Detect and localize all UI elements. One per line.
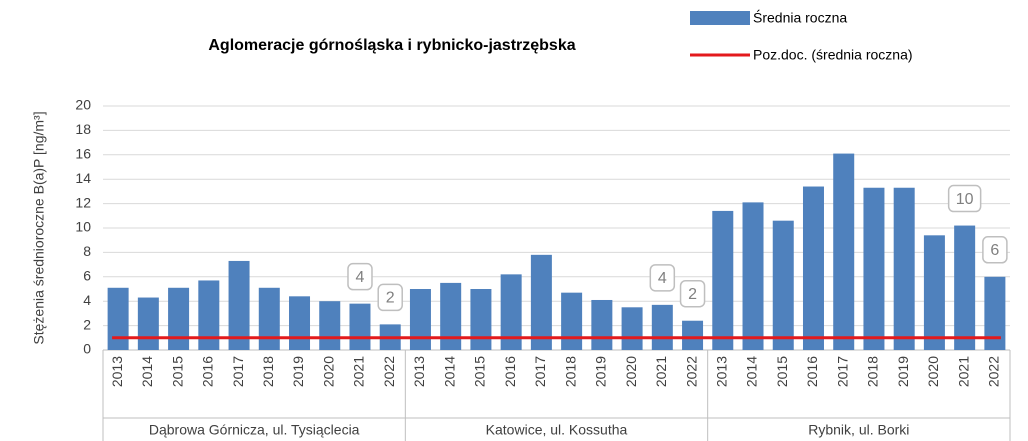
- data-label: 2: [386, 290, 395, 307]
- data-label: 6: [990, 242, 999, 259]
- x-tick-label: 2021: [653, 356, 669, 387]
- x-tick-label: 2019: [895, 356, 911, 387]
- bar: [349, 303, 371, 350]
- x-tick-label: 2016: [200, 356, 216, 387]
- bar: [319, 301, 341, 350]
- x-tick-label: 2014: [441, 356, 457, 387]
- x-tick-label: 2016: [804, 356, 820, 387]
- x-tick-label: 2015: [774, 356, 790, 387]
- x-tick-label: 2014: [744, 356, 760, 387]
- group-label: Rybnik, ul. Borki: [808, 422, 909, 438]
- x-tick-label: 2013: [411, 356, 427, 387]
- y-tick-label: 2: [83, 316, 91, 332]
- y-tick-label: 14: [75, 170, 91, 186]
- bar: [137, 297, 159, 350]
- x-tick-label: 2017: [834, 356, 850, 387]
- x-tick-label: 2018: [260, 356, 276, 387]
- group-label: Dąbrowa Górnicza, ul. Tysiąclecia: [149, 422, 360, 438]
- bar: [802, 186, 824, 350]
- bar: [289, 296, 311, 350]
- bar: [228, 260, 250, 350]
- x-tick-label: 2021: [351, 356, 367, 387]
- bar: [893, 187, 915, 350]
- x-tick-label: 2019: [290, 356, 306, 387]
- bar: [772, 220, 794, 350]
- bar: [954, 225, 976, 350]
- group-label: Katowice, ul. Kossutha: [486, 422, 628, 438]
- bar: [682, 320, 704, 350]
- data-label-box: [377, 283, 403, 312]
- bar: [591, 299, 613, 350]
- x-tick-label: 2020: [320, 356, 336, 387]
- bar: [409, 289, 431, 350]
- x-tick-label: 2022: [683, 356, 699, 387]
- data-label: 4: [356, 269, 365, 286]
- x-tick-label: 2018: [562, 356, 578, 387]
- x-tick-label: 2022: [381, 356, 397, 387]
- y-tick-label: 10: [75, 219, 91, 235]
- bar: [651, 304, 673, 350]
- data-label-box: [649, 264, 676, 292]
- x-tick-label: 2013: [713, 356, 729, 387]
- data-label-box: [982, 236, 1008, 264]
- bar: [530, 254, 552, 350]
- bar: [923, 235, 945, 350]
- x-tick-label: 2015: [472, 356, 488, 387]
- chart-title: Aglomeracje górnośląska i rybnicko-jastr…: [208, 37, 575, 54]
- bar: [984, 276, 1006, 350]
- bar: [107, 287, 129, 350]
- bar: [258, 287, 280, 350]
- x-tick-label: 2015: [169, 356, 185, 387]
- x-tick-label: 2018: [865, 356, 881, 387]
- legend-swatch: [690, 11, 750, 25]
- bar: [561, 292, 583, 350]
- bar: [621, 307, 643, 350]
- x-tick-label: 2021: [955, 356, 971, 387]
- y-tick-label: 0: [83, 341, 91, 357]
- x-tick-label: 2020: [623, 356, 639, 387]
- bar: [863, 187, 885, 350]
- x-tick-label: 2019: [593, 356, 609, 387]
- x-tick-label: 2016: [502, 356, 518, 387]
- data-label: 4: [658, 270, 667, 287]
- x-tick-label: 2014: [139, 356, 155, 387]
- data-label: 10: [956, 191, 974, 208]
- x-tick-label: 2017: [532, 356, 548, 387]
- bar: [833, 153, 855, 350]
- x-tick-label: 2013: [109, 356, 125, 387]
- y-tick-label: 18: [75, 121, 91, 137]
- bar: [440, 282, 462, 350]
- x-tick-label: 2022: [986, 356, 1002, 387]
- legend-label: Poz.doc. (średnia roczna): [753, 47, 913, 63]
- data-label-box: [947, 184, 982, 213]
- y-tick-label: 20: [75, 97, 91, 113]
- y-tick-label: 4: [83, 292, 91, 308]
- y-axis-label: Stężenia średnioroczne B(a)P [ng/m³]: [31, 111, 47, 344]
- data-label-box: [679, 279, 706, 308]
- bar: [500, 274, 522, 350]
- bar: [742, 202, 764, 350]
- bar: [470, 289, 492, 350]
- bar: [168, 287, 190, 350]
- bar: [198, 280, 220, 350]
- x-tick-label: 2020: [925, 356, 941, 387]
- x-tick-label: 2017: [230, 356, 246, 387]
- legend-label: Średnia roczna: [753, 9, 847, 26]
- y-tick-label: 12: [75, 194, 91, 210]
- data-label-box: [347, 262, 373, 291]
- bar: [712, 210, 734, 350]
- y-tick-label: 16: [75, 146, 91, 162]
- data-label: 2: [688, 286, 697, 303]
- y-tick-label: 6: [83, 268, 91, 284]
- y-tick-label: 8: [83, 243, 91, 259]
